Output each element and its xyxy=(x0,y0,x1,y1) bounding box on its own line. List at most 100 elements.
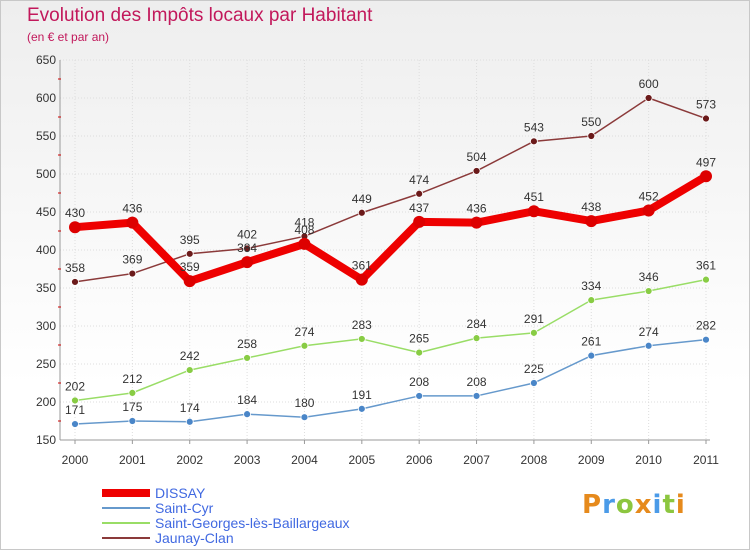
data-label: 282 xyxy=(696,319,716,333)
data-point xyxy=(185,366,194,374)
data-point xyxy=(185,417,194,426)
data-label: 180 xyxy=(294,396,314,410)
data-label: 284 xyxy=(467,317,487,331)
legend-label: Jaunay-Clan xyxy=(155,530,234,546)
data-point xyxy=(298,237,311,250)
data-label: 208 xyxy=(467,375,487,389)
y-tick-label: 150 xyxy=(36,433,56,447)
data-point xyxy=(415,392,424,400)
data-point xyxy=(243,244,251,253)
data-point xyxy=(642,204,655,217)
series-line-Saint-Cyr xyxy=(74,338,707,425)
data-point xyxy=(300,413,309,422)
data-label: 265 xyxy=(409,332,429,346)
data-point xyxy=(585,215,598,228)
data-point xyxy=(472,167,481,175)
x-tick-label: 2005 xyxy=(348,453,375,467)
data-point xyxy=(413,215,426,228)
chart-subtitle: (en € et par an) xyxy=(27,30,110,44)
data-label: 474 xyxy=(409,173,429,187)
data-label: 402 xyxy=(237,227,257,241)
data-label: 438 xyxy=(581,200,601,214)
data-label: 174 xyxy=(180,401,200,415)
y-tick-label: 550 xyxy=(36,129,56,143)
data-point xyxy=(700,170,712,183)
data-point xyxy=(128,388,137,397)
data-label: 451 xyxy=(524,190,544,204)
data-point xyxy=(472,334,481,343)
data-label: 436 xyxy=(122,202,142,216)
data-label: 202 xyxy=(65,379,85,393)
data-point xyxy=(644,341,653,350)
data-label: 184 xyxy=(237,393,257,407)
legend-label: DISSAY xyxy=(155,485,206,501)
y-tick-label: 650 xyxy=(36,53,56,67)
x-tick-label: 2004 xyxy=(291,453,318,467)
data-label: 291 xyxy=(524,312,544,326)
data-label: 361 xyxy=(352,259,372,273)
data-point xyxy=(71,278,79,286)
y-tick-label: 300 xyxy=(36,319,56,333)
data-point xyxy=(183,275,196,288)
data-point xyxy=(71,420,79,428)
series-line-Saint-Georges-lès-Baillargeaux xyxy=(74,278,707,402)
data-label: 171 xyxy=(65,403,85,417)
data-point xyxy=(587,296,596,305)
data-point xyxy=(470,216,483,229)
data-point xyxy=(126,216,139,229)
data-point xyxy=(185,249,194,258)
data-point xyxy=(472,392,481,400)
data-label: 358 xyxy=(65,261,85,275)
data-label: 191 xyxy=(352,388,372,402)
data-point xyxy=(128,417,137,425)
data-label: 274 xyxy=(294,325,314,339)
data-point xyxy=(530,379,538,387)
series-line-Jaunay-Clan xyxy=(74,97,707,283)
data-label: 430 xyxy=(65,206,85,220)
legend-label: Saint-Cyr xyxy=(155,500,214,516)
data-label: 436 xyxy=(467,202,487,216)
data-point xyxy=(300,341,309,350)
data-point xyxy=(355,273,368,286)
y-tick-label: 350 xyxy=(36,281,56,295)
x-tick-label: 2000 xyxy=(62,453,89,467)
data-label: 543 xyxy=(524,120,544,134)
data-point xyxy=(702,275,710,284)
data-point xyxy=(415,189,424,198)
y-tick-label: 250 xyxy=(36,357,56,371)
y-tick-label: 400 xyxy=(36,243,56,257)
data-point xyxy=(128,269,137,278)
data-point xyxy=(71,396,79,405)
x-tick-label: 2002 xyxy=(176,453,203,467)
data-point xyxy=(357,404,366,413)
data-point xyxy=(644,94,653,102)
data-point xyxy=(241,256,254,269)
data-label: 261 xyxy=(581,335,601,349)
data-point xyxy=(644,287,653,295)
data-point xyxy=(69,221,81,234)
data-point xyxy=(243,354,251,362)
data-label: 395 xyxy=(180,233,200,247)
data-label: 283 xyxy=(352,318,372,332)
data-label: 208 xyxy=(409,375,429,389)
x-tick-label: 2003 xyxy=(234,453,261,467)
data-label: 497 xyxy=(696,155,716,169)
data-label: 258 xyxy=(237,337,257,351)
data-point xyxy=(587,351,596,360)
data-label: 408 xyxy=(294,223,314,237)
x-tick-label: 2007 xyxy=(463,453,490,467)
data-label: 573 xyxy=(696,98,716,112)
data-point xyxy=(527,205,540,218)
x-tick-label: 2006 xyxy=(406,453,433,467)
data-point xyxy=(530,137,538,146)
data-label: 274 xyxy=(639,325,659,339)
data-label: 418 xyxy=(294,215,314,229)
data-label: 384 xyxy=(237,241,257,255)
chart-title: Evolution des Impôts locaux par Habitant xyxy=(27,5,373,26)
y-tick-label: 500 xyxy=(36,167,56,181)
data-point xyxy=(702,114,710,123)
data-label: 361 xyxy=(696,259,716,273)
data-label: 504 xyxy=(467,150,487,164)
y-tick-label: 600 xyxy=(36,91,56,105)
